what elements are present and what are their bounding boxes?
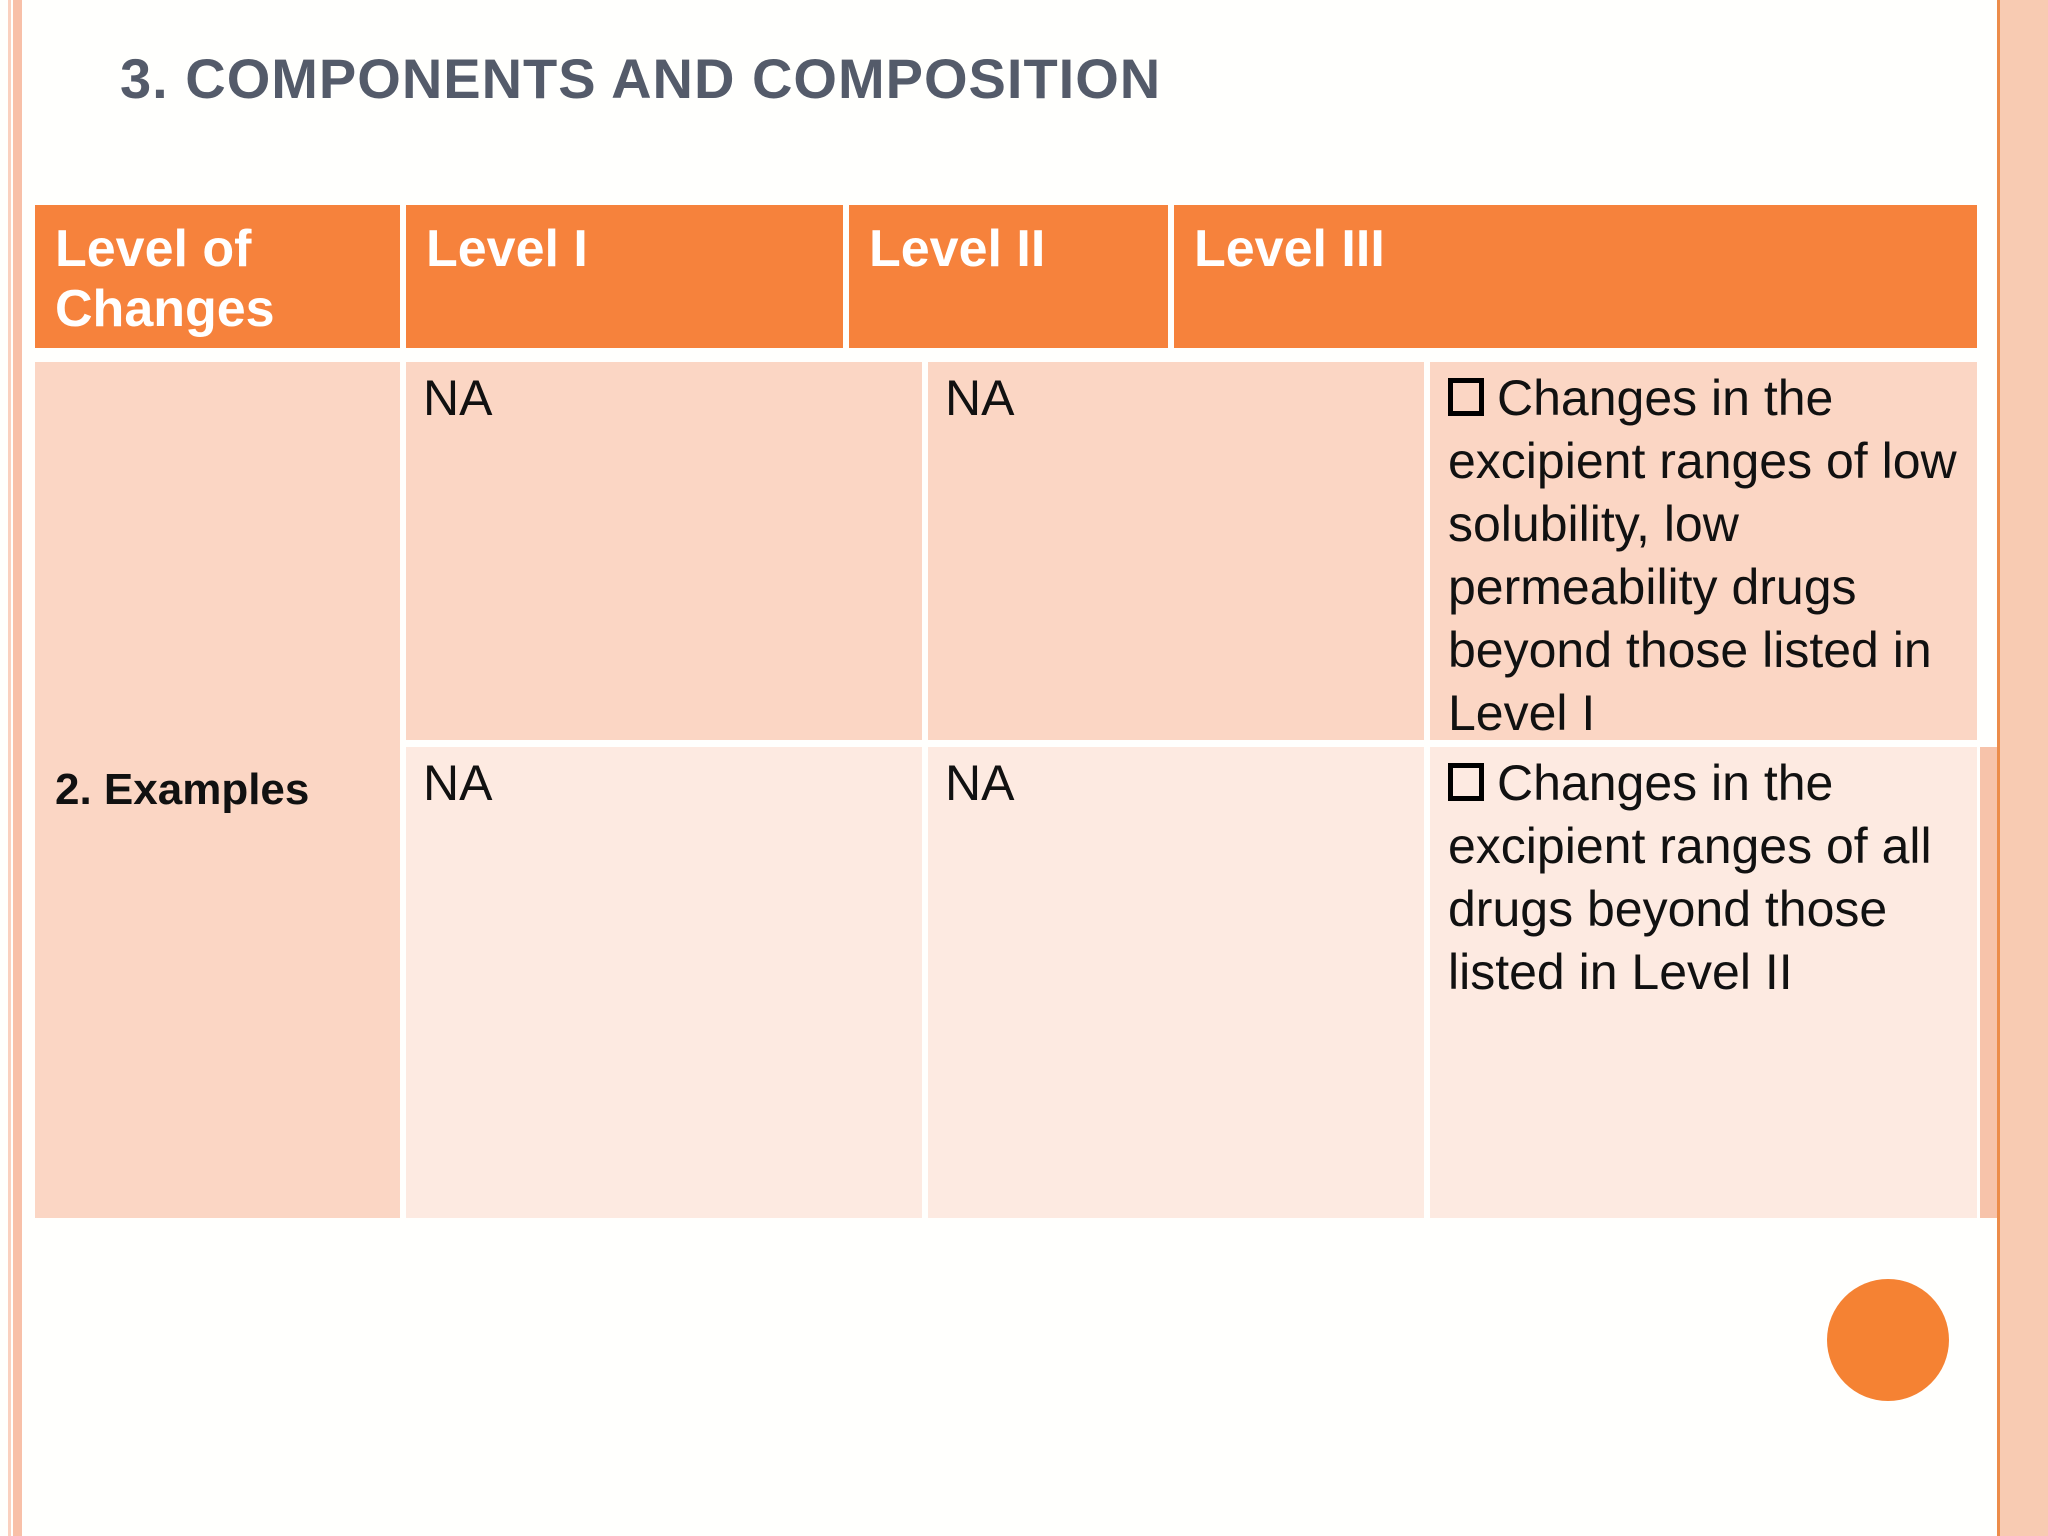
- left-border-stripe-wide: [13, 0, 22, 1536]
- cell-row1-level2: NA: [928, 362, 1424, 740]
- decorative-circle: [1827, 1279, 1949, 1401]
- right-border-accent-line: [1997, 0, 2000, 1536]
- cell-row2-level2: NA: [928, 747, 1424, 1218]
- header-level-1: Level I: [406, 205, 843, 348]
- cell-row1-level3: Changes in the excipient ranges of low s…: [1430, 362, 1977, 741]
- header-level-2: Level II: [849, 205, 1168, 348]
- cell-row2-level1: NA: [406, 747, 922, 1218]
- header-level-of-changes: Level of Changes: [35, 205, 400, 348]
- cell-row1-level3-text: Changes in the excipient ranges of low s…: [1448, 370, 1957, 741]
- row-label-text: 2. Examples: [55, 765, 310, 814]
- cell-row2-level3-text: Changes in the excipient ranges of all d…: [1448, 755, 1932, 1000]
- checkbox-bullet-icon: [1448, 378, 1484, 416]
- row-label-examples: 2. Examples: [35, 362, 400, 1218]
- cell-row2-level3: Changes in the excipient ranges of all d…: [1430, 747, 1977, 1218]
- cell-row1-level1: NA: [406, 362, 922, 740]
- header-level-3: Level III: [1174, 205, 1977, 348]
- left-border-stripe-thin: [8, 0, 11, 1536]
- right-border-stripe-outer: [2000, 0, 2048, 1536]
- checkbox-bullet-icon: [1448, 763, 1484, 801]
- slide-title: 3. COMPONENTS AND COMPOSITION: [120, 47, 1162, 110]
- right-border-stripe-middle: [1980, 747, 1997, 1218]
